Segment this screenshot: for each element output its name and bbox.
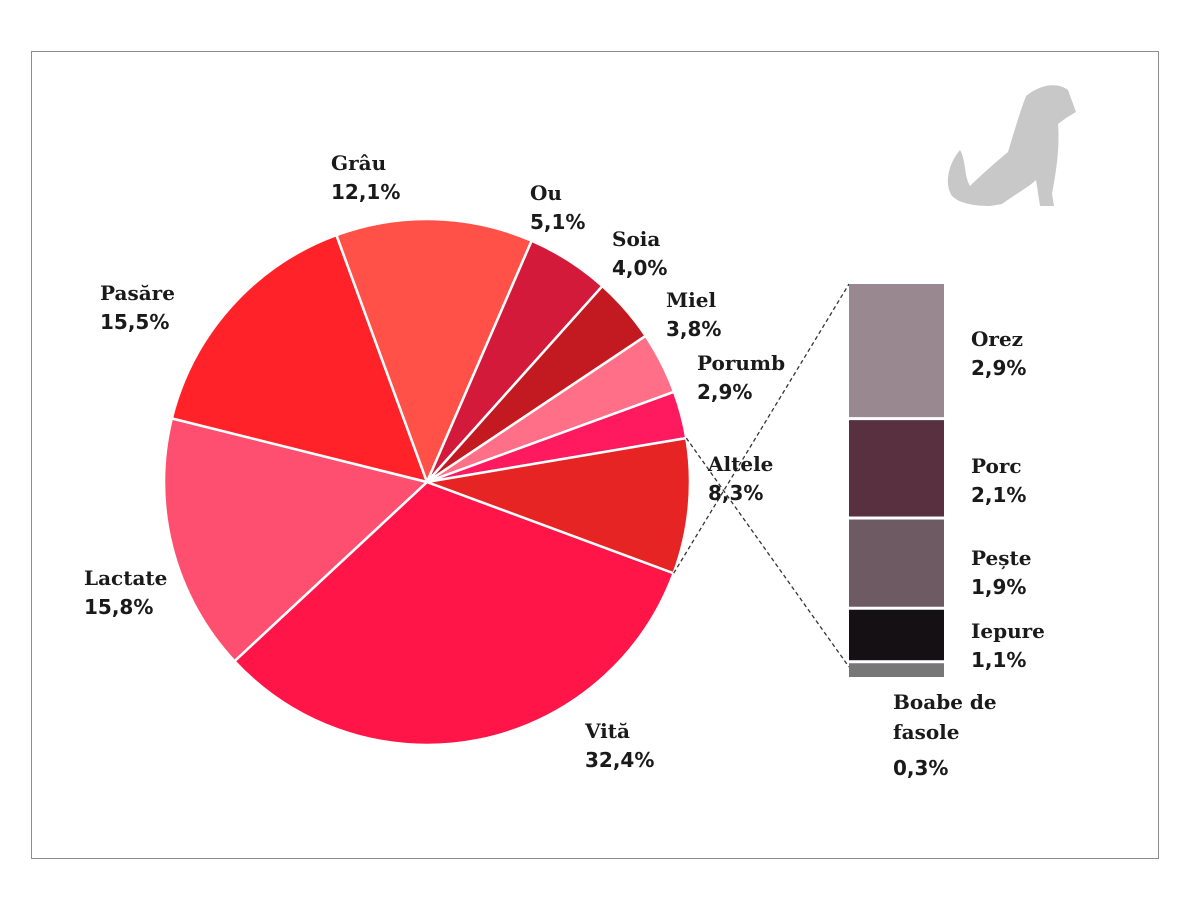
connector-bottom	[685, 437, 850, 668]
pie-label-pasare: Pasăre	[100, 281, 175, 305]
bar-label-porc: Porc	[971, 454, 1022, 478]
pie-slice-pasare	[170, 233, 429, 484]
pie-label-miel: Miel	[666, 288, 716, 312]
pie-label-altele: Altele	[707, 452, 773, 476]
pie-value-porumb: 2,9%	[697, 380, 752, 404]
chart-labels: Vită 32,4% Lactate 15,8% Pasăre 15,5% Grâu 12,1…	[84, 151, 1045, 780]
breakdown-connectors	[673, 283, 850, 668]
pie-value-altele: 8,3%	[708, 481, 763, 505]
bar-segment-porc	[849, 420, 944, 517]
bar-label-iepure: Iepure	[971, 619, 1045, 643]
chart-frame	[31, 51, 1159, 859]
pie-value-ou: 5,1%	[530, 210, 585, 234]
pie-label-ou: Ou	[530, 181, 562, 205]
pie-value-pasare: 15,5%	[100, 310, 169, 334]
pie-label-soia: Soia	[612, 227, 660, 251]
bar-value-orez: 2,9%	[971, 356, 1026, 380]
bar-segment-boabe-de-fasole	[849, 663, 944, 677]
pie-slice-altele	[425, 436, 692, 575]
bar-value-iepure: 1,1%	[971, 648, 1026, 672]
bar-value-peste: 1,9%	[971, 575, 1026, 599]
pie-label-vita: Vită	[584, 719, 630, 743]
bar-segment-iepure	[849, 609, 944, 661]
pie-chart	[162, 217, 692, 747]
bar-label-boabe-de-fasole: Boabe de fasole	[893, 690, 997, 744]
pie-slice-grau	[335, 217, 533, 484]
pie-value-miel: 3,8%	[666, 317, 721, 341]
pie-slice-lactate	[162, 417, 429, 663]
bar-value-porc: 2,1%	[971, 483, 1026, 507]
connector-top	[673, 283, 850, 574]
pie-label-lactate: Lactate	[84, 566, 167, 590]
breakdown-stacked-bar	[849, 284, 944, 677]
bar-value-boabe-de-fasole: 0,3%	[893, 756, 948, 780]
dog-icon	[947, 85, 1076, 206]
bar-segment-peste	[849, 519, 944, 607]
bar-label-orez: Orez	[971, 327, 1023, 351]
pie-value-soia: 4,0%	[612, 256, 667, 280]
bar-segment-orez	[849, 284, 944, 418]
pie-label-porumb: Porumb	[697, 351, 785, 375]
pie-value-lactate: 15,8%	[84, 595, 153, 619]
bar-label-peste: Pește	[971, 546, 1031, 570]
pie-value-vita: 32,4%	[585, 748, 654, 772]
pie-label-grau: Grâu	[331, 151, 386, 175]
pie-slice-vita	[233, 480, 675, 747]
pie-value-grau: 12,1%	[331, 180, 400, 204]
